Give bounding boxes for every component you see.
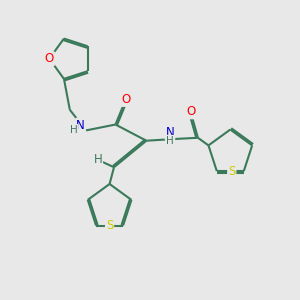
Text: S: S xyxy=(228,165,236,178)
Text: H: H xyxy=(166,136,174,146)
Text: O: O xyxy=(186,105,195,119)
Text: N: N xyxy=(76,118,85,132)
Text: S: S xyxy=(106,219,113,232)
Text: N: N xyxy=(166,126,174,139)
Text: O: O xyxy=(45,52,54,65)
Text: O: O xyxy=(121,93,130,106)
Text: H: H xyxy=(93,153,102,167)
Text: H: H xyxy=(70,125,77,135)
